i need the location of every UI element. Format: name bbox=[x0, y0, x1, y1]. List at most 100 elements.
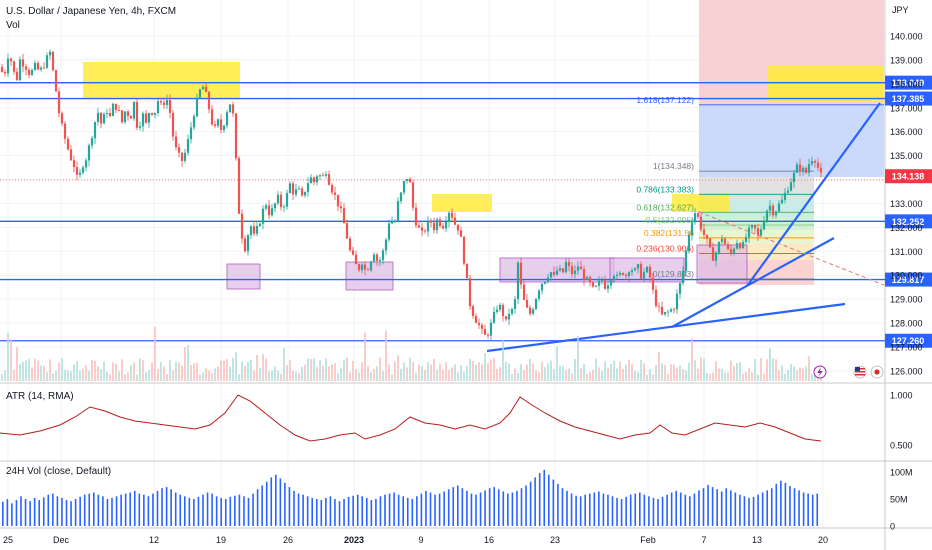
volume-bar bbox=[751, 372, 753, 381]
candle-body bbox=[519, 262, 523, 285]
volume-bar bbox=[601, 370, 603, 381]
volume-bar bbox=[319, 360, 321, 381]
lightning-icon[interactable] bbox=[813, 365, 827, 379]
candle-body bbox=[300, 188, 304, 196]
trendline-steep[interactable] bbox=[746, 102, 881, 287]
volume-bar bbox=[322, 365, 324, 381]
candle-body bbox=[408, 178, 412, 183]
candle-body bbox=[711, 247, 715, 261]
candle-body bbox=[381, 250, 385, 260]
atr-tick-label: 0.500 bbox=[890, 441, 913, 451]
last-price-badge bbox=[885, 169, 932, 184]
volume-bar bbox=[355, 369, 357, 381]
vol24-bar bbox=[707, 484, 709, 526]
candle-body bbox=[648, 266, 652, 278]
candle-body bbox=[321, 175, 325, 177]
japan-flag-icon[interactable] bbox=[870, 365, 884, 379]
volume-bar bbox=[577, 336, 579, 381]
vol24-bar bbox=[97, 494, 100, 526]
volume-bar bbox=[277, 370, 279, 381]
candle-body bbox=[678, 283, 682, 294]
volume-bar bbox=[616, 368, 618, 381]
candle-body bbox=[297, 188, 301, 190]
volume-bar bbox=[301, 366, 303, 381]
candle-body bbox=[189, 127, 193, 140]
candle-body bbox=[792, 172, 796, 183]
vol24-bar bbox=[689, 496, 691, 526]
candle-body bbox=[597, 280, 601, 286]
volume-bar bbox=[565, 369, 567, 381]
volume-bar bbox=[181, 365, 183, 381]
candle-body bbox=[30, 69, 34, 75]
volume-bar bbox=[652, 374, 654, 381]
candle-body bbox=[642, 272, 646, 279]
vol24-bar bbox=[625, 496, 627, 526]
volume-bar bbox=[730, 360, 732, 381]
volume-bar bbox=[67, 370, 69, 381]
volume-bar bbox=[628, 359, 630, 381]
fib-level-label: 0.786(133.383) bbox=[636, 184, 694, 194]
trendline-mid[interactable] bbox=[671, 237, 835, 328]
price-tick-label: 126.000 bbox=[890, 366, 923, 376]
volume-bar bbox=[100, 369, 102, 381]
volume-bar bbox=[316, 367, 318, 381]
volume-bar bbox=[142, 360, 144, 381]
candle-body bbox=[378, 259, 382, 261]
volume-bar bbox=[70, 371, 72, 381]
us-flag-icon[interactable] bbox=[853, 365, 867, 379]
volume-bar bbox=[280, 374, 282, 381]
candle-body bbox=[102, 114, 106, 124]
candle-body bbox=[9, 58, 13, 62]
atr-tick-label: 1.000 bbox=[890, 391, 913, 401]
vol24-bar bbox=[366, 497, 368, 526]
volume-bar bbox=[361, 362, 363, 381]
vol24-bar bbox=[557, 483, 559, 526]
candle-body bbox=[747, 227, 751, 238]
vol24-bar bbox=[739, 494, 741, 526]
volume-bar bbox=[172, 370, 174, 381]
vol24-bar bbox=[443, 491, 445, 526]
volume-bar bbox=[517, 372, 519, 381]
candle-body bbox=[225, 112, 229, 126]
candle-body bbox=[456, 224, 460, 231]
volume-bar bbox=[187, 344, 189, 381]
vol24-bar bbox=[74, 499, 77, 526]
candle-body bbox=[174, 136, 178, 148]
volume-bar bbox=[166, 374, 168, 381]
volume-bar bbox=[148, 369, 150, 381]
vol24-bar bbox=[466, 490, 468, 526]
vol24-bar bbox=[211, 493, 213, 526]
volume-bar bbox=[289, 360, 291, 381]
vol24-bar bbox=[402, 496, 404, 526]
price-tick-label: 129.000 bbox=[890, 295, 923, 305]
vol24-bar bbox=[143, 494, 145, 526]
vol24-bar bbox=[379, 496, 382, 526]
vol24-bar bbox=[675, 490, 677, 526]
volume-bar bbox=[94, 360, 96, 381]
volume-bar bbox=[1, 374, 3, 381]
support-box-5 bbox=[696, 244, 748, 284]
trendline-lower[interactable] bbox=[486, 302, 846, 353]
vol24-bar bbox=[748, 497, 750, 526]
level-badge bbox=[885, 91, 932, 106]
candle-body bbox=[255, 226, 259, 234]
candle-body bbox=[63, 123, 67, 139]
vol24-bar bbox=[215, 496, 218, 526]
volume-bar bbox=[583, 363, 585, 381]
vol24-bar bbox=[561, 488, 564, 526]
candle-body bbox=[486, 334, 490, 336]
volume-bar bbox=[403, 362, 405, 381]
vol24-bar bbox=[33, 497, 36, 526]
volume-bar bbox=[52, 373, 54, 381]
candle-body bbox=[816, 162, 820, 168]
volume-bar bbox=[793, 366, 795, 381]
volume-bar bbox=[427, 362, 429, 381]
volume-bar bbox=[520, 364, 522, 381]
time-tick-label: 20 bbox=[818, 535, 828, 545]
candle-body bbox=[315, 176, 319, 183]
fib-band-3 bbox=[699, 217, 814, 230]
volume-bar bbox=[19, 364, 21, 381]
volume-bar bbox=[244, 366, 246, 381]
price-tick-label: 135.000 bbox=[890, 151, 923, 161]
volume-bar bbox=[508, 363, 510, 381]
